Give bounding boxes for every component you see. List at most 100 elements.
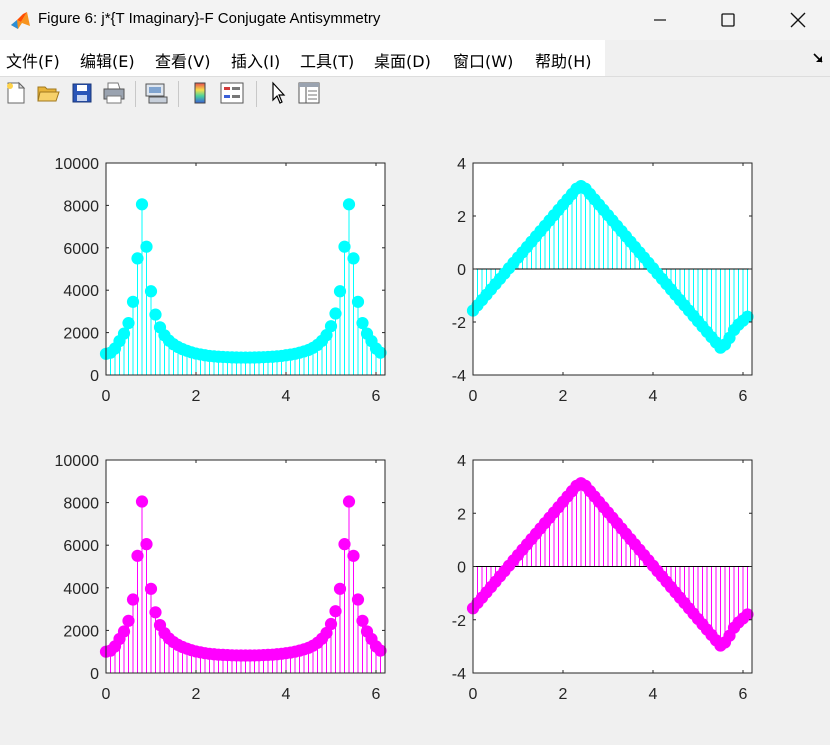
data-point [329, 307, 342, 320]
data-point [356, 614, 369, 627]
menu-bar-filler [605, 40, 830, 76]
y-tick-label: 0 [457, 560, 466, 577]
x-tick-label: 6 [739, 388, 748, 405]
figure-canvas: 0 2 4 6 0 2000 4000 6000 8000 10000 0 2 4 6 -4 -2 0 2 4 0 2 4… [55, 156, 754, 703]
x-tick-label: 6 [372, 686, 381, 703]
data-point [126, 295, 140, 308]
data-point [149, 308, 162, 321]
close-button[interactable] [770, 0, 826, 40]
data-point [347, 252, 360, 265]
y-tick-label: 8000 [63, 198, 99, 215]
data-point [144, 582, 158, 595]
y-tick-label: 2 [457, 506, 466, 523]
menu-help[interactable]: 帮助(H) [535, 52, 592, 71]
data-point [374, 644, 387, 657]
x-tick-label: 4 [282, 388, 291, 405]
data-point [351, 593, 365, 606]
y-tick-label: 0 [90, 666, 99, 683]
x-tick-label: 2 [559, 388, 568, 405]
menu-insert[interactable]: 插入(I) [231, 52, 281, 71]
y-tick-label: 0 [457, 262, 466, 279]
y-tick-label: -2 [452, 613, 466, 630]
y-tick-label: 6000 [63, 538, 99, 555]
data-point [338, 538, 351, 551]
toolbar-separator [256, 81, 257, 107]
y-tick-label: 4 [457, 156, 466, 173]
colorbar-icon [194, 82, 206, 104]
x-tick-label: 2 [559, 686, 568, 703]
axes-background [106, 460, 385, 673]
property-inspector-icon [298, 82, 320, 104]
y-tick-label: 10000 [55, 156, 100, 173]
menu-edit[interactable]: 编辑(E) [80, 52, 135, 71]
data-point [347, 549, 360, 562]
axes-frame [105, 459, 386, 674]
data-point [131, 549, 144, 562]
menu-desktop[interactable]: 桌面(D) [374, 52, 431, 71]
y-tick-label: 4000 [63, 581, 99, 598]
title-bar: Figure 6: j*{T Imaginary}-F Conjugate An… [0, 0, 830, 40]
colorbar-button[interactable] [187, 79, 213, 107]
y-tick-label: 2000 [63, 623, 99, 640]
data-point [741, 608, 754, 621]
maximize-button[interactable] [700, 0, 756, 40]
data-point [140, 538, 153, 551]
data-point [329, 605, 342, 618]
dock-arrow-icon[interactable] [812, 52, 824, 64]
data-point [374, 346, 387, 359]
data-point [122, 316, 135, 330]
toolbar-separator [178, 81, 179, 107]
legend-icon [220, 82, 244, 104]
data-point [149, 606, 162, 619]
axes-frame [105, 162, 386, 376]
data-point [131, 252, 144, 265]
legend-button[interactable] [219, 79, 245, 107]
matlab-logo-icon [11, 12, 30, 29]
y-tick-label: 10000 [55, 453, 100, 470]
y-tick-label: 2 [457, 209, 466, 226]
link-icon [145, 83, 168, 104]
maximize-icon [721, 13, 735, 27]
y-tick-label: 2000 [63, 326, 99, 343]
print-button[interactable] [101, 79, 127, 107]
x-tick-label: 4 [649, 388, 658, 405]
x-tick-label: 0 [469, 686, 478, 703]
x-tick-label: 6 [372, 388, 381, 405]
save-icon [72, 83, 92, 103]
menu-window[interactable]: 窗口(W) [453, 52, 514, 71]
minimize-button[interactable] [632, 0, 688, 40]
link-button[interactable] [143, 79, 169, 107]
data-point [117, 327, 131, 340]
pointer-button[interactable] [265, 79, 291, 107]
print-icon [103, 82, 125, 104]
x-tick-label: 0 [469, 388, 478, 405]
window-title: Figure 6: j*{T Imaginary}-F Conjugate An… [38, 10, 381, 27]
axes-4: 0 2 4 6 -4 -2 0 2 4 [452, 453, 754, 703]
save-button[interactable] [69, 79, 95, 107]
pointer-icon [272, 81, 286, 104]
data-point [342, 495, 356, 508]
data-point [324, 617, 338, 631]
property-inspector-button[interactable] [296, 79, 322, 107]
axes-3: 0 2 4 6 0 2000 4000 6000 8000 10000 [55, 453, 387, 703]
menu-view[interactable]: 查看(V) [155, 52, 211, 71]
x-tick-label: 4 [282, 686, 291, 703]
data-point [144, 285, 158, 298]
y-tick-label: -4 [452, 666, 466, 683]
data-point [126, 593, 140, 606]
open-file-button[interactable] [35, 79, 61, 107]
data-point [117, 625, 131, 638]
y-tick-label: 6000 [63, 241, 99, 258]
axes-background [106, 163, 385, 375]
data-point [122, 614, 135, 627]
menu-file[interactable]: 文件(F) [6, 52, 60, 71]
data-point [351, 295, 365, 308]
menu-tools[interactable]: 工具(T) [300, 52, 355, 71]
minimize-icon [654, 19, 666, 21]
y-tick-label: 4000 [63, 283, 99, 300]
x-tick-label: 0 [102, 388, 111, 405]
new-figure-button[interactable] [3, 79, 29, 107]
data-point [342, 198, 356, 211]
data-point [135, 198, 149, 211]
axes-1: 0 2 4 6 0 2000 4000 6000 8000 10000 [55, 156, 387, 405]
